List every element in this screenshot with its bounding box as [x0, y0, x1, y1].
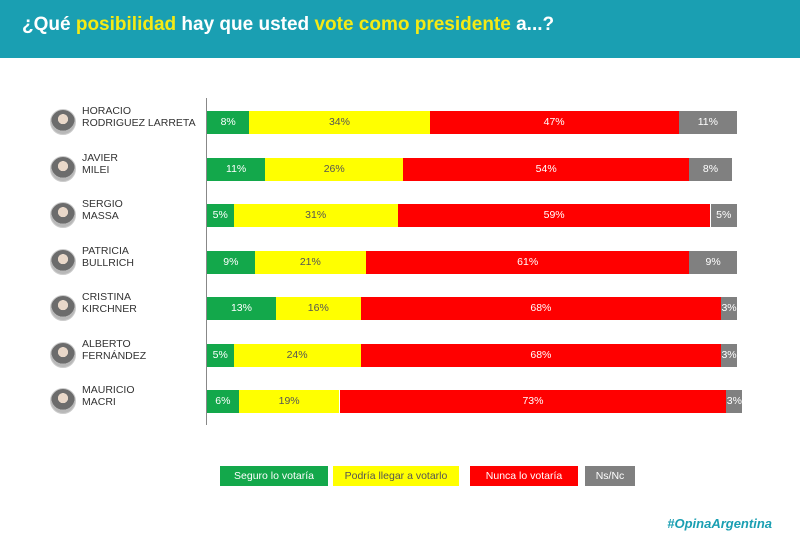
candidate-name: SERGIO MASSA — [82, 198, 123, 222]
candidate-name-line: KIRCHNER — [82, 303, 137, 315]
bar-segment: 26% — [265, 157, 404, 181]
legend-item: Podría llegar a votarlo — [333, 466, 459, 486]
bar-segment: 16% — [275, 297, 361, 320]
candidate-name-line: HORACIO — [82, 105, 132, 117]
bar-segment: 47% — [429, 111, 679, 134]
bar-segment: 54% — [403, 157, 690, 181]
chart-title: ¿Qué posibilidad hay que usted vote como… — [22, 14, 555, 35]
candidate-name-line: PATRICIA — [82, 244, 129, 257]
candidate-name-line: MAURICIO — [82, 384, 135, 396]
bar-segment: 68% — [360, 297, 722, 320]
bar-segment: 5% — [207, 343, 234, 367]
bar-segment: 5% — [710, 204, 737, 227]
candidate-photo — [50, 202, 76, 228]
legend-item: Ns/Nc — [585, 466, 635, 486]
bar-segment: 73% — [339, 390, 727, 413]
bar-segment: 9% — [207, 250, 255, 274]
candidate-name: HORACIO RODRIGUEZ LARRETA — [82, 105, 196, 129]
candidate-name-line: SERGIO — [82, 198, 123, 210]
candidate-name: ALBERTO FERNÁNDEZ — [82, 338, 146, 362]
bar-segment: 6% — [207, 390, 239, 413]
legend-item: Seguro lo votaría — [220, 466, 328, 486]
category-axis-line — [206, 98, 207, 425]
bar-segment: 13% — [207, 297, 276, 320]
candidate-label: ALBERTO FERNÁNDEZ — [50, 338, 210, 374]
bar-segment: 68% — [360, 343, 722, 367]
candidate-photo — [50, 388, 76, 414]
bar-segment: 19% — [238, 390, 340, 413]
candidate-photo — [50, 341, 76, 368]
candidate-name-line: MILEI — [82, 163, 110, 176]
header-bar: ¿Qué posibilidad hay que usted vote como… — [0, 0, 800, 58]
bar-segment: 59% — [397, 204, 711, 227]
candidate-label: MAURICIO MACRI — [50, 384, 210, 420]
bar-segment: 8% — [207, 111, 250, 134]
bar-segment: 24% — [233, 343, 361, 367]
candidate-photo — [50, 155, 76, 182]
bar-segment: 9% — [689, 250, 737, 274]
candidate-name-line: MASSA — [82, 210, 119, 222]
bar-segment: 3% — [721, 343, 737, 367]
bar-segment: 5% — [207, 204, 234, 227]
legend-item: Nunca lo votaría — [470, 466, 578, 486]
candidate-name-line: BULLRICH — [82, 256, 134, 269]
bar-segment: 3% — [726, 390, 743, 413]
candidate-name-line: MACRI — [82, 396, 116, 408]
candidate-label: CRISTINA KIRCHNER — [50, 291, 210, 327]
bar-segment: 34% — [249, 111, 430, 134]
candidate-name: PATRICIA BULLRICH — [82, 245, 134, 269]
candidate-photo — [50, 248, 76, 275]
bar-segment: 3% — [721, 297, 737, 320]
candidate-photo — [50, 295, 76, 321]
candidate-name-line: JAVIER — [82, 151, 118, 164]
candidate-name-line: RODRIGUEZ LARRETA — [82, 117, 196, 129]
candidate-label: JAVIER MILEI — [50, 152, 210, 188]
bar-segment: 11% — [207, 157, 266, 181]
candidate-name: CRISTINA KIRCHNER — [82, 291, 137, 315]
candidate-photo — [50, 109, 76, 135]
bar-segment: 61% — [366, 250, 690, 274]
brand-logo: #OpinaArgentina — [667, 516, 772, 531]
candidate-name-line: CRISTINA — [82, 291, 132, 303]
bar-segment: 8% — [689, 157, 732, 181]
candidate-name: MAURICIO MACRI — [82, 384, 135, 408]
bar-segment: 21% — [254, 250, 366, 274]
bar-segment: 11% — [678, 111, 737, 134]
bar-segment: 31% — [233, 204, 398, 227]
candidate-label: SERGIO MASSA — [50, 198, 210, 234]
candidate-label: HORACIO RODRIGUEZ LARRETA — [50, 105, 210, 141]
candidate-name-line: ALBERTO — [82, 337, 131, 350]
candidate-name-line: FERNÁNDEZ — [82, 349, 147, 362]
candidate-label: PATRICIA BULLRICH — [50, 245, 210, 281]
candidate-name: JAVIER MILEI — [82, 152, 118, 176]
